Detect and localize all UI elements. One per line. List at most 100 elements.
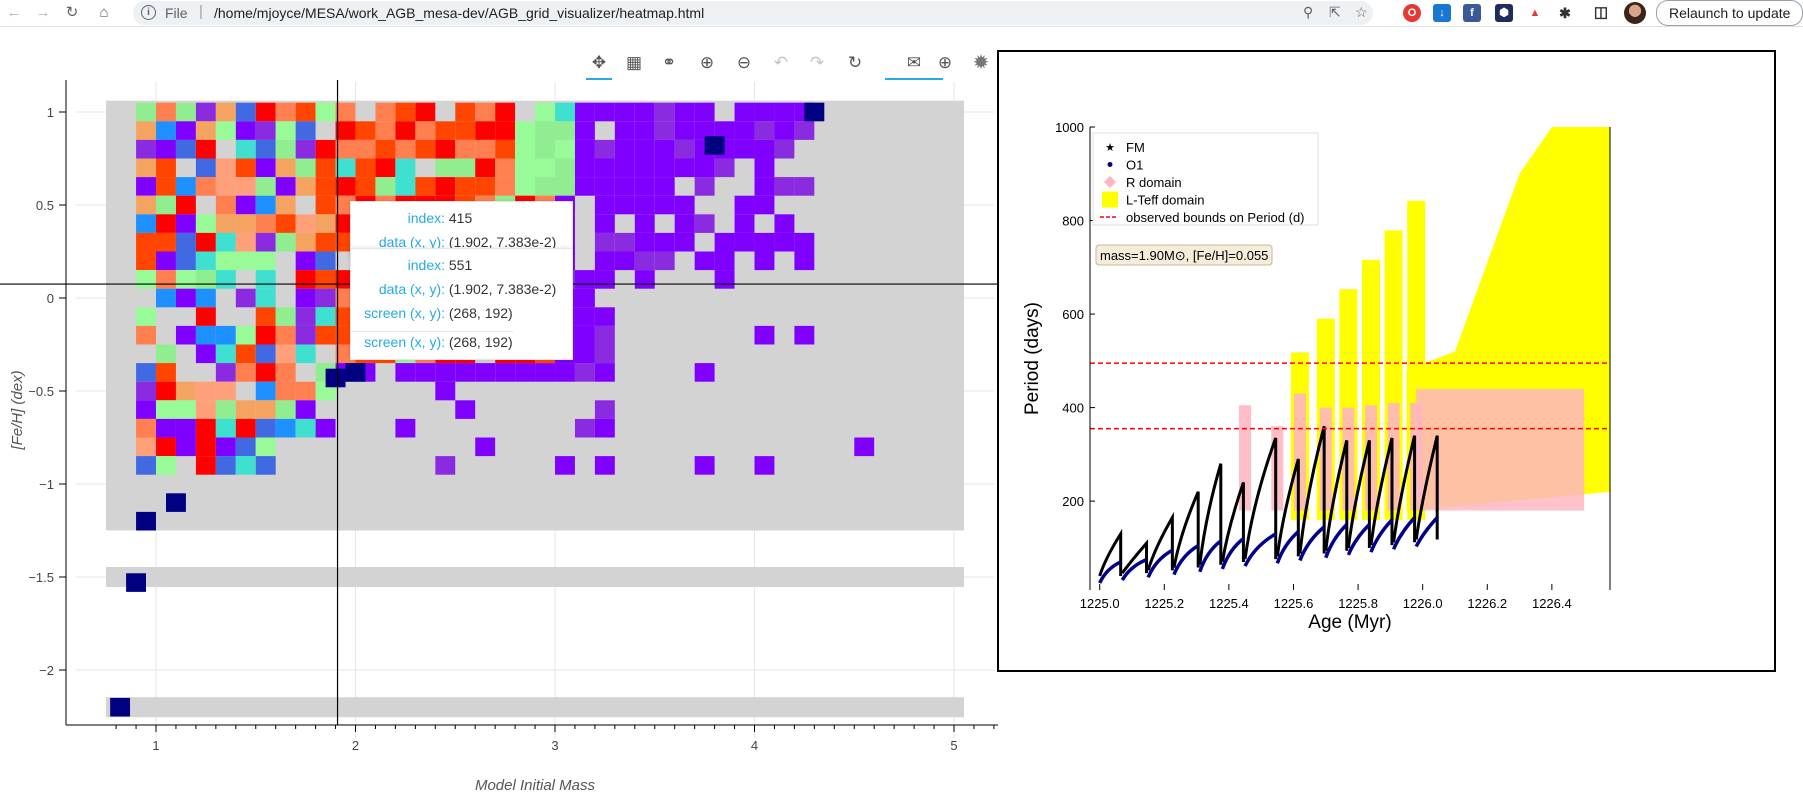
y-tick-label: −2 [39,663,54,678]
download-extension-icon[interactable]: ↓ [1433,4,1451,22]
fm-track [1146,511,1174,571]
back-icon[interactable]: ← [6,4,22,21]
pan-icon[interactable]: ✥ [586,48,612,80]
x-tick-label: 1225.8 [1338,596,1378,611]
tooltip-data-label: data (x, y): [378,234,445,250]
separator: | [199,3,203,20]
tooltip-index-value: 551 [448,257,473,273]
x-tick-label: 3 [551,738,558,753]
zoom-out-icon[interactable]: ⊖ [736,53,752,72]
reload-icon[interactable]: ↻ [65,4,79,21]
box-zoom-icon[interactable]: ▦ [625,53,643,72]
x-tick-label: 5 [950,738,957,753]
fm-track [1298,425,1326,554]
period-age-panel: 1225.0 1225.2 1225.4 1225.6 1225.8 1226.0 1226… [997,50,1776,672]
legend-r-icon [1104,176,1116,188]
bookmark-star-icon[interactable]: ☆ [1355,4,1368,20]
crosshair-icon[interactable]: ⊕ [937,53,953,72]
side-panel-icon[interactable]: ◫ [1592,4,1610,22]
mass-annotation: mass=1.90M⊙, [Fe/H]=0.055 [1095,244,1273,266]
fm-track [1414,435,1439,540]
legend-label: FM [1126,140,1145,155]
o1-track [1324,523,1349,559]
y-tick-label: 800 [1062,214,1084,229]
o1-series [1098,516,1439,584]
chart-x-label: Age (Myr) [1308,612,1391,633]
address-bar[interactable]: i File | /home/mjoyce/MESA/work_AGB_mesa… [133,1,1373,25]
fm-track [1346,439,1371,549]
y-tick-label: 1000 [1055,120,1084,135]
o1-track [1414,516,1439,548]
tooltip-screen-label: screen (x, y): [364,334,445,350]
o1-track [1243,532,1277,567]
o1-track [1275,530,1300,564]
fm-track [1098,528,1123,577]
red-extension-icon[interactable]: ▲ [1526,4,1544,22]
o1-track [1346,523,1371,556]
y-tick-label: −1.5 [28,570,54,585]
info-icon[interactable]: i [141,5,156,20]
fm-track [1172,491,1200,568]
o1-track [1120,557,1148,582]
home-icon[interactable]: ⌂ [99,4,109,21]
tooltip-index-label: index: [407,257,445,273]
r-domain-block [1364,405,1377,511]
forward-icon[interactable]: → [35,4,51,21]
relaunch-button[interactable]: Relaunch to update [1656,0,1803,26]
heatmap-plot[interactable]: 1 2 3 4 5 1 0.5 0 −0.5 −1 −1.5 −2 Model Initial Mas… [0,80,1000,805]
share-icon[interactable]: ⇱ [1329,4,1341,20]
fm-track [1392,435,1417,543]
o1-track [1298,525,1326,562]
y-tick-label: 0 [47,291,54,306]
fm-track [1324,439,1349,551]
o1-track [1391,516,1416,550]
r-domain-block [1271,426,1284,511]
zoom-in-icon[interactable]: ⊕ [699,53,715,72]
r-domain-block [1293,393,1306,511]
tooltip-index-value: 415 [448,210,473,226]
x-tick-label: 1226.2 [1467,596,1507,611]
r-domain-block [1387,402,1400,511]
undo-icon[interactable]: ↶ [773,53,789,72]
extensions-puzzle-icon[interactable]: ✱ [1556,4,1574,22]
y-tick-label: 400 [1062,401,1084,416]
browser-toolbar: ← → ↻ ⌂ i File | /home/mjoyce/MESA/work_… [0,0,1803,27]
fm-track [1220,481,1245,563]
profile-avatar[interactable] [1624,2,1646,24]
wheel-zoom-icon[interactable]: ⚭ [661,53,677,72]
redo-icon[interactable]: ↷ [809,53,825,72]
x-tick-label: 1226.4 [1532,596,1572,611]
url-text[interactable]: /home/mjoyce/MESA/work_AGB_mesa-dev/AGB_… [214,5,705,21]
opera-extension-icon[interactable]: O [1403,4,1421,22]
x-tick-label: 2 [352,738,359,753]
file-label: File [165,5,188,21]
o1-track [1369,518,1394,553]
legend-fm-icon: ★ [1105,142,1115,154]
o1-track [1146,548,1174,579]
x-tick-label: 1226.0 [1403,596,1443,611]
tooltip-data-label: data (x, y): [378,281,445,297]
heatmap-cells [106,100,964,718]
fm-track [1243,437,1278,560]
chart-y-label: Period (days) [1022,302,1043,415]
mass-annotation-text: mass=1.90M⊙, [Fe/H]=0.055 [1100,248,1268,263]
fm-track [1369,437,1394,546]
reset-icon[interactable]: ↻ [847,53,863,72]
y-tick-label: −1 [39,477,54,492]
tooltip-screen-label: screen (x, y): [364,305,445,321]
facebook-extension-icon[interactable]: f [1463,4,1481,22]
heatmap-axes: 1 2 3 4 5 1 0.5 0 −0.5 −1 −1.5 −2 [28,80,998,753]
y-tick-label: 600 [1062,307,1084,322]
fm-track [1121,539,1149,575]
legend: ★ FM O1 R domain L-Teff domain observed bound… [1092,132,1319,226]
r-domain [1239,388,1585,511]
bokeh-logo-icon[interactable]: ✹ [972,52,990,74]
x-tick-label: 1225.0 [1080,596,1120,611]
hover-icon[interactable]: ✉ [879,48,949,80]
zoom-icon[interactable]: ⚲ [1303,4,1314,20]
hex-extension-icon[interactable]: ⬢ [1495,4,1513,22]
r-domain-block [1342,407,1355,511]
legend-label: O1 [1126,158,1143,173]
y-axis-label: [Fe/H] (dex) [9,370,26,450]
tooltip-data-value: (1.902, 7.383e-2) [448,234,557,250]
